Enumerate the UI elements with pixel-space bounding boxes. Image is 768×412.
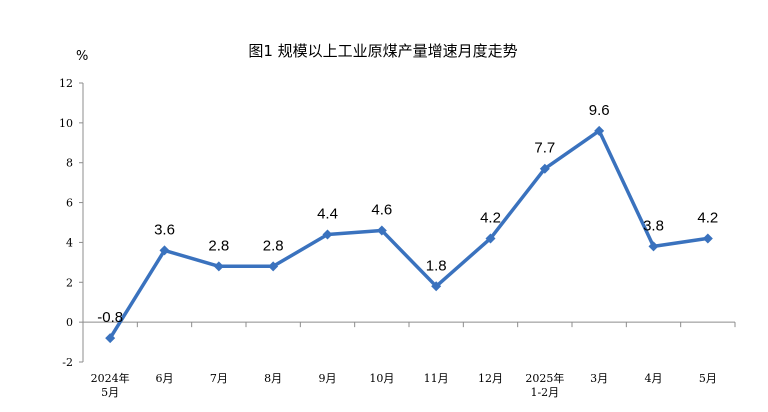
data-point-marker [702,233,713,244]
chart-title: 图1 规模以上工业原煤产量增速月度走势 [248,42,517,60]
y-tick-label: 2 [66,276,73,289]
data-labels: -0.8 3.6 2.8 2.8 4.4 4.6 1.8 4.2 7.7 9.6 3.8 4.2 [97,102,718,326]
x-tick-label: 7月 [210,372,228,385]
y-tick-label: -2 [62,356,73,369]
y-tick-label: 8 [66,157,73,170]
data-point-marker [431,281,442,292]
data-label: 4.2 [480,209,501,226]
data-point-marker [105,333,116,344]
data-label: 4.4 [317,205,338,222]
axes [79,82,736,363]
data-points [105,125,713,344]
series-line-group [108,129,709,340]
data-label: 2.8 [208,237,229,254]
y-tick-label: 12 [59,77,73,90]
data-label: 9.6 [589,102,610,119]
data-point-marker [159,245,170,256]
x-tick-label: 11月 [424,372,449,385]
y-axis-unit: % [76,49,88,64]
x-tick-label: 2025年 1-2月 [525,371,564,399]
x-tick-label: 9月 [319,372,337,385]
x-tick-label: 10月 [369,372,394,385]
data-label: 4.2 [697,209,718,226]
data-point-marker [539,163,550,174]
data-point-marker [376,225,387,236]
data-point-marker [268,261,279,272]
y-tick-label: 0 [66,316,73,329]
x-tick-label: 3月 [590,372,608,385]
data-point-marker [485,233,496,244]
x-tick-label: 6月 [156,372,174,385]
data-point-marker [594,125,605,136]
data-point-marker [648,241,659,252]
data-label: -0.8 [97,309,123,326]
y-tick-label: 10 [59,117,73,130]
x-tick-label: 8月 [264,372,282,385]
x-tick-labels: 2024年 5月 6月 7月 8月 9月 10月 11月 12月 2025年 1-2月 3月 4月 5月 [91,371,717,399]
x-tick-label: 2024年 5月 [91,371,130,399]
data-label: 3.6 [154,221,175,238]
data-label: 3.8 [643,217,664,234]
data-label: 2.8 [263,237,284,254]
data-label: 4.6 [371,201,392,218]
y-tick-label: 6 [66,197,73,210]
series-line [108,129,709,340]
data-label: 1.8 [426,257,447,274]
x-tick-label: 12月 [478,372,503,385]
data-point-marker [213,261,224,272]
data-point-marker [322,229,333,240]
x-tick-label: 5月 [699,372,717,385]
y-tick-labels: -2 0 2 4 6 8 10 12 [59,77,73,369]
x-tick-label: 4月 [645,372,663,385]
y-tick-label: 4 [66,236,73,249]
data-label: 7.7 [534,140,555,157]
